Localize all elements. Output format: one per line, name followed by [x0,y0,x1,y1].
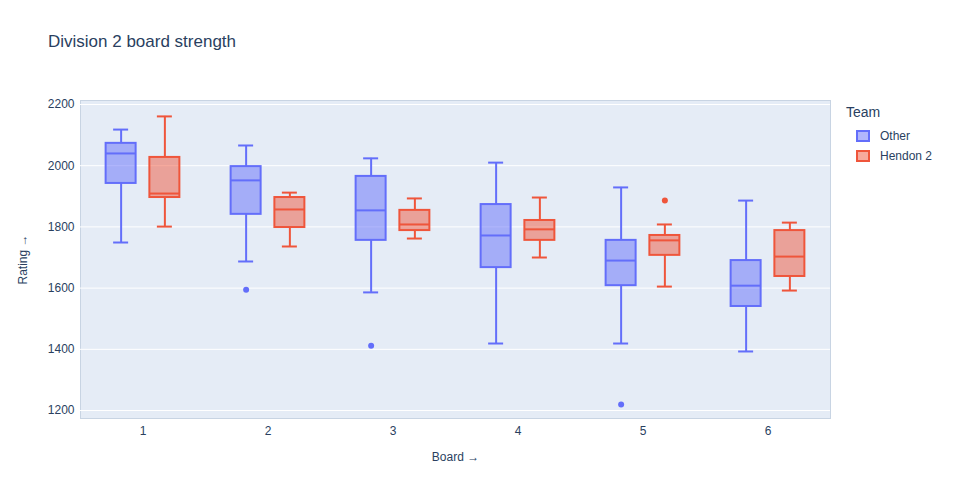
svg-text:5: 5 [640,424,647,438]
svg-text:1400: 1400 [48,342,75,356]
svg-text:1200: 1200 [48,403,75,417]
svg-text:1: 1 [140,424,147,438]
svg-text:2000: 2000 [48,159,75,173]
html-text:Division 2 board strength: Division 2 board strength [48,32,236,51]
svg-text:3: 3 [390,424,397,438]
html-text:Other: Other [880,129,910,143]
svg-text:1600: 1600 [48,281,75,295]
html-text:Hendon 2: Hendon 2 [880,149,932,163]
svg-text:2: 2 [265,424,272,438]
svg-text:Rating →: Rating → [16,234,30,284]
svg-text:4: 4 [515,424,522,438]
svg-text:Board →: Board → [432,450,479,464]
svg-text:2200: 2200 [48,97,75,111]
svg-text:1800: 1800 [48,220,75,234]
html-text:Team: Team [846,104,881,120]
svg-text:6: 6 [765,424,772,438]
